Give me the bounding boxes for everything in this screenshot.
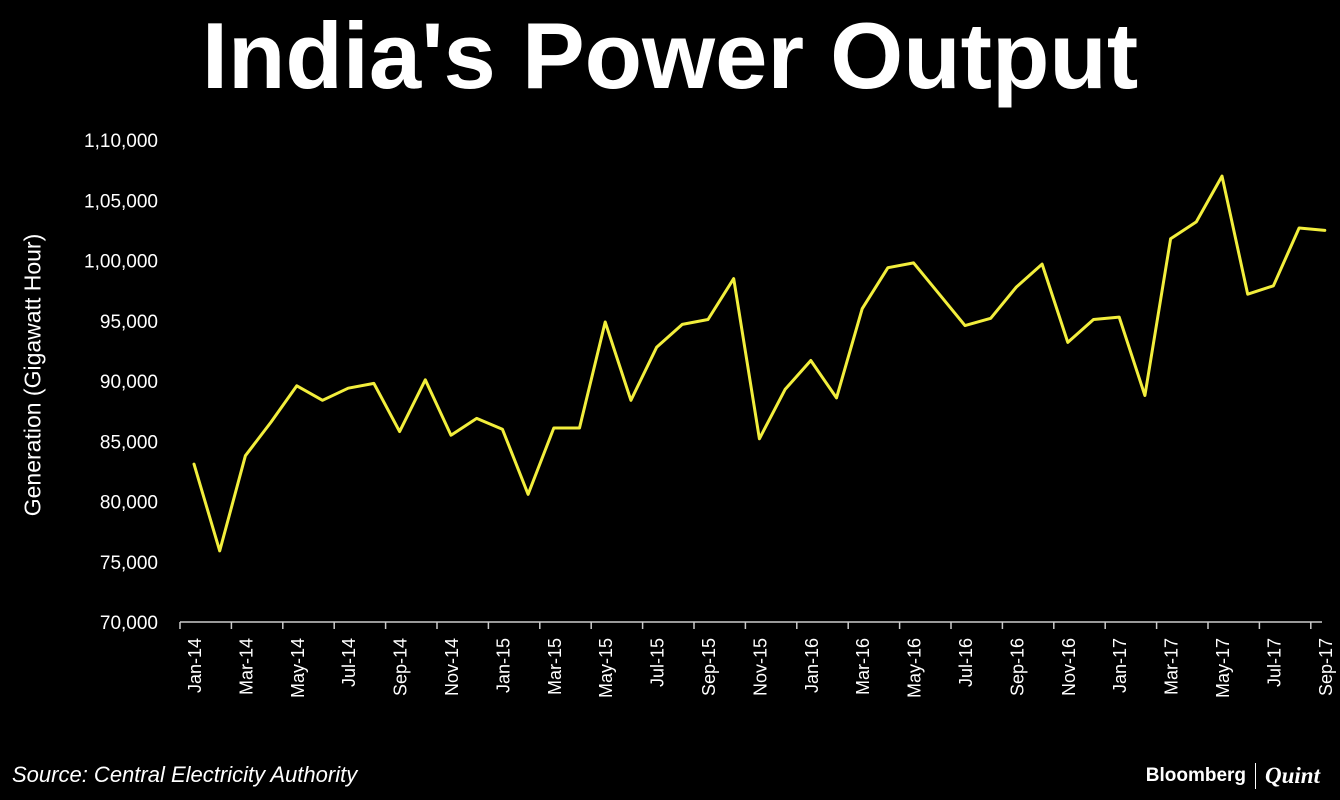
- data-point: [1143, 394, 1147, 398]
- series-line-generation: [192, 174, 1327, 553]
- y-tick-label: 95,000: [100, 312, 158, 333]
- data-point: [680, 322, 684, 326]
- logo-quint: Quint: [1265, 763, 1320, 788]
- chart-title: India's Power Output: [201, 3, 1139, 108]
- data-point: [757, 437, 761, 441]
- data-point: [629, 398, 633, 402]
- data-point: [1271, 284, 1275, 288]
- x-tick-label: Jul-16: [956, 638, 976, 687]
- y-tick-label: 90,000: [100, 372, 158, 393]
- y-tick-label: 1,10,000: [84, 131, 158, 152]
- x-tick-label: Jan-14: [185, 638, 205, 693]
- data-point: [321, 398, 325, 402]
- data-point: [243, 454, 247, 458]
- data-point: [218, 549, 222, 553]
- x-tick-label: Nov-15: [750, 638, 770, 696]
- data-point: [1194, 220, 1198, 224]
- data-point: [860, 307, 864, 311]
- data-point: [1246, 292, 1250, 296]
- data-point: [1117, 315, 1121, 319]
- data-point: [912, 261, 916, 265]
- x-tick-label: Sep-15: [699, 638, 719, 696]
- data-point: [732, 277, 736, 281]
- source-note: Source: Central Electricity Authority: [12, 762, 358, 787]
- data-point: [500, 427, 504, 431]
- data-point: [835, 396, 839, 400]
- y-tick-label: 1,00,000: [84, 252, 158, 273]
- data-point: [1066, 340, 1070, 344]
- y-tick-label: 80,000: [100, 493, 158, 514]
- x-tick-label: Nov-16: [1059, 638, 1079, 696]
- data-point: [475, 416, 479, 420]
- x-tick-label: Mar-14: [236, 638, 256, 695]
- data-point: [1297, 226, 1301, 230]
- data-point: [295, 384, 299, 388]
- data-point: [552, 426, 556, 430]
- y-tick-label: 85,000: [100, 432, 158, 453]
- data-point: [1323, 228, 1327, 232]
- x-tick-label: Sep-14: [391, 638, 411, 696]
- y-tick-label: 1,05,000: [84, 191, 158, 212]
- data-point: [1092, 318, 1096, 322]
- x-tick-label: Sep-17: [1316, 638, 1336, 696]
- data-point: [706, 318, 710, 322]
- plot-area: [192, 174, 1327, 553]
- data-point: [783, 387, 787, 391]
- data-point: [578, 426, 582, 430]
- logo-bloomberg: Bloomberg: [1145, 765, 1247, 786]
- x-tick-label: Sep-16: [1007, 638, 1027, 696]
- x-tick-label: Jul-17: [1264, 638, 1284, 687]
- x-tick-label: Jan-15: [493, 638, 513, 693]
- data-point: [1169, 237, 1173, 241]
- data-point: [1014, 285, 1018, 289]
- brand-logo: Bloomberg Quint: [1146, 762, 1320, 790]
- x-tick-label: May-17: [1213, 638, 1233, 698]
- x-tick-label: Jan-16: [802, 638, 822, 693]
- x-tick-label: Mar-16: [853, 638, 873, 695]
- data-point: [1040, 262, 1044, 266]
- data-point: [398, 430, 402, 434]
- logo-separator: [1255, 763, 1257, 789]
- y-tick-label: 75,000: [100, 553, 158, 574]
- data-point: [269, 420, 273, 424]
- data-point: [372, 381, 376, 385]
- data-point: [809, 359, 813, 363]
- data-point: [886, 266, 890, 270]
- x-tick-label: Mar-15: [545, 638, 565, 695]
- x-axis: Jan-14 Mar-14 May-14 Jul-14 Sep-14 Nov-14 Jan-…: [179, 621, 1336, 698]
- data-point: [937, 292, 941, 296]
- data-point: [449, 433, 453, 437]
- data-point: [603, 320, 607, 324]
- data-point: [346, 386, 350, 390]
- y-tick-label: 70,000: [100, 613, 158, 634]
- data-point: [526, 492, 530, 496]
- data-point: [963, 324, 967, 328]
- data-point: [192, 462, 196, 466]
- y-axis: 70,000 75,000 80,000 85,000 90,000 95,000 1,00…: [84, 131, 158, 634]
- data-point: [1220, 174, 1224, 178]
- x-tick-label: May-16: [905, 638, 925, 698]
- x-tick-label: Jan-17: [1110, 638, 1130, 693]
- x-tick-label: Nov-14: [442, 638, 462, 696]
- x-tick-label: May-15: [596, 638, 616, 698]
- x-tick-label: Jul-15: [648, 638, 668, 687]
- data-point: [655, 345, 659, 349]
- x-tick-label: May-14: [288, 638, 308, 698]
- x-tick-label: Mar-17: [1162, 638, 1182, 695]
- data-point: [423, 378, 427, 382]
- data-point: [989, 316, 993, 320]
- x-tick-label: Jul-14: [339, 638, 359, 687]
